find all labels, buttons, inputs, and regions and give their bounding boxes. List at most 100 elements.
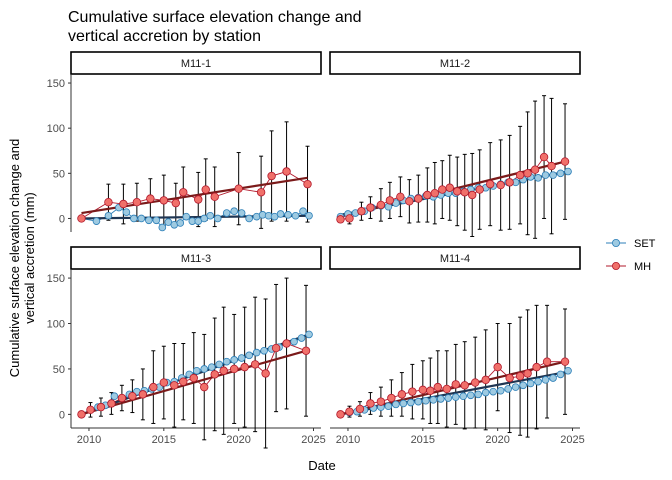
set-point bbox=[230, 207, 238, 216]
mh-point bbox=[159, 196, 169, 205]
panels-layer: M11-1 0 50 100 150 M11-2 M11-3 0 50 100 150 2010 201… bbox=[47, 51, 585, 449]
set-point bbox=[414, 397, 423, 406]
x-tick-label: 2015 bbox=[152, 434, 176, 446]
mh-point bbox=[219, 366, 228, 375]
legend-label: SET bbox=[634, 238, 656, 250]
set-point bbox=[422, 396, 430, 405]
set-point bbox=[436, 395, 445, 403]
y-tick-label: 0 bbox=[59, 213, 65, 225]
mh-point bbox=[336, 410, 345, 419]
x-tick-label: 2010 bbox=[77, 434, 101, 446]
set-point bbox=[145, 216, 153, 225]
mh-point bbox=[170, 381, 179, 390]
legend-marker bbox=[612, 261, 621, 270]
set-point bbox=[451, 393, 460, 401]
mh-point bbox=[460, 188, 469, 197]
set-point bbox=[130, 214, 138, 223]
mh-point bbox=[426, 386, 435, 395]
mh-point bbox=[96, 402, 106, 412]
strip-label: M11-3 bbox=[181, 253, 211, 265]
mh-point bbox=[117, 393, 127, 403]
mh-point bbox=[560, 157, 570, 166]
mh-point bbox=[445, 183, 454, 192]
set-point bbox=[549, 171, 557, 179]
y-tick-label: 100 bbox=[47, 123, 65, 135]
set-point bbox=[407, 398, 415, 407]
mh-point bbox=[453, 187, 462, 196]
mh-point bbox=[271, 343, 281, 353]
set-point bbox=[92, 217, 101, 225]
set-point bbox=[284, 211, 292, 219]
mh-point bbox=[267, 171, 276, 181]
set-point bbox=[207, 363, 216, 371]
mh-point bbox=[430, 188, 439, 198]
mh-point bbox=[355, 404, 365, 414]
mh-point bbox=[86, 405, 95, 415]
set-point bbox=[489, 387, 497, 396]
mh-point bbox=[485, 179, 495, 189]
x-axis-title: Date bbox=[308, 458, 335, 473]
set-point bbox=[176, 219, 185, 227]
chart-title-line-2: vertical accretion by station bbox=[68, 28, 261, 45]
mh-point bbox=[200, 382, 209, 392]
legend-label: MH bbox=[634, 261, 651, 273]
mh-point bbox=[451, 380, 460, 389]
panel-M11-1: M11-1 0 50 100 150 bbox=[47, 51, 322, 232]
mh-point bbox=[336, 215, 345, 224]
y-tick-label: 150 bbox=[47, 273, 65, 285]
set-point bbox=[534, 174, 542, 182]
mh-point bbox=[523, 369, 532, 378]
x-tick-label: 2025 bbox=[560, 434, 584, 446]
legend-item-mh: MH bbox=[606, 261, 651, 273]
mh-point bbox=[104, 198, 113, 207]
set-point bbox=[122, 208, 131, 216]
set-point bbox=[305, 330, 313, 339]
set-point bbox=[158, 223, 167, 232]
mh-point bbox=[146, 194, 155, 203]
set-point bbox=[541, 171, 550, 179]
set-point bbox=[237, 354, 246, 362]
mh-point bbox=[256, 188, 266, 197]
set-point bbox=[444, 394, 453, 402]
mh-point bbox=[234, 184, 243, 193]
set-point bbox=[541, 376, 550, 384]
mh-point bbox=[261, 369, 270, 378]
y-tick-label: 100 bbox=[47, 319, 65, 331]
panel-M11-3: M11-3 0 50 100 150 2010 2015 2020 2025 bbox=[47, 246, 326, 449]
x-tick-label: 2020 bbox=[485, 434, 509, 446]
mh-point bbox=[240, 362, 249, 372]
set-point bbox=[564, 366, 572, 375]
mh-point bbox=[201, 185, 210, 194]
mh-point bbox=[210, 192, 219, 201]
chart-title-line-1: Cumulative surface elevation change and bbox=[68, 9, 362, 26]
mh-point bbox=[423, 190, 432, 200]
set-point bbox=[297, 334, 306, 342]
set-point bbox=[222, 357, 231, 366]
mh-point bbox=[179, 188, 188, 197]
y-axis-title-line-1: Cumulative surface elevation change and bbox=[7, 139, 22, 377]
mh-point bbox=[387, 393, 396, 403]
set-point bbox=[549, 374, 557, 382]
strip-box bbox=[70, 51, 322, 75]
mh-point bbox=[303, 179, 312, 189]
mh-series-line bbox=[81, 343, 307, 415]
x-tick-label: 2015 bbox=[411, 434, 435, 446]
set-point bbox=[200, 365, 209, 373]
mh-point bbox=[194, 195, 203, 204]
mh-point bbox=[149, 382, 158, 392]
mh-point bbox=[438, 185, 447, 194]
set-point bbox=[392, 400, 400, 409]
mh-point bbox=[408, 387, 417, 396]
set-point bbox=[481, 388, 490, 397]
legend-marker bbox=[612, 238, 621, 247]
panel-M11-2: M11-2 bbox=[329, 51, 581, 239]
set-point bbox=[291, 211, 300, 220]
mh-point bbox=[547, 161, 556, 171]
set-point bbox=[556, 169, 565, 178]
mh-point bbox=[229, 364, 239, 374]
set-point bbox=[399, 399, 408, 408]
set-point bbox=[206, 211, 215, 220]
panel-M11-4: M11-4 2010 2015 2020 2025 bbox=[329, 246, 585, 446]
mh-point bbox=[128, 392, 137, 401]
